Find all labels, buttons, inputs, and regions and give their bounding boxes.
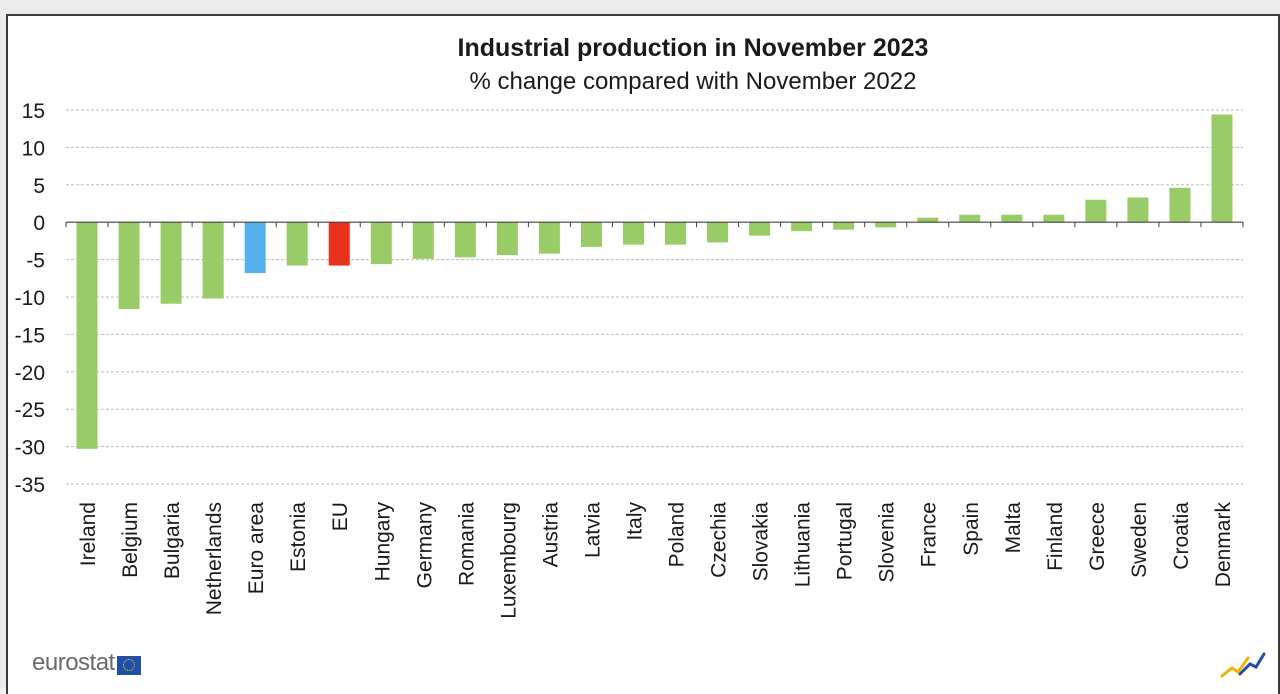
x-category-label: Romania bbox=[455, 502, 478, 586]
bar-latvia bbox=[580, 222, 602, 247]
bar-croatia bbox=[1169, 187, 1191, 223]
eurostat-wordmark: eurostat bbox=[32, 649, 115, 676]
eu-flag-icon bbox=[116, 655, 141, 675]
bar-greece bbox=[1085, 199, 1107, 223]
bar-portugal bbox=[833, 222, 855, 230]
x-category-label: Greece bbox=[1086, 502, 1109, 571]
zero-axis bbox=[65, 221, 1244, 228]
bar-slovakia bbox=[749, 222, 771, 236]
y-tick-label: 15 bbox=[22, 100, 45, 123]
x-category-label: Poland bbox=[666, 502, 689, 567]
x-category-label: Czechia bbox=[708, 502, 731, 578]
chart-card bbox=[6, 14, 1280, 694]
bar-slovenia bbox=[875, 222, 897, 228]
bar-germany bbox=[412, 222, 434, 259]
x-category-label: Denmark bbox=[1212, 502, 1235, 588]
bar-spain bbox=[959, 214, 981, 223]
bar-belgium bbox=[118, 222, 140, 309]
x-category-label: Belgium bbox=[119, 502, 142, 578]
bar-hungary bbox=[370, 222, 392, 265]
x-category-label: Euro area bbox=[245, 502, 268, 595]
x-category-label: Slovenia bbox=[876, 502, 899, 583]
chart-title: Industrial production in November 2023 bbox=[457, 34, 929, 62]
x-category-label: Netherlands bbox=[203, 502, 226, 615]
y-tick-label: -10 bbox=[15, 287, 45, 310]
y-axis-tick-labels: 15 10 5 0 -5 -10 -15 -20 -25 -30 -35 bbox=[15, 100, 45, 497]
bar-sweden bbox=[1127, 197, 1149, 223]
x-category-label: Bulgaria bbox=[161, 502, 184, 579]
y-tick-label: -25 bbox=[15, 399, 45, 422]
bar-ireland bbox=[76, 222, 98, 449]
bar-luxembourg bbox=[496, 222, 518, 256]
bar-lithuania bbox=[791, 222, 813, 232]
x-category-label: Ireland bbox=[77, 502, 100, 566]
eurostat-logo: eurostat bbox=[32, 648, 141, 678]
chart-subtitle: % change compared with November 2022 bbox=[469, 68, 917, 95]
x-category-label: EU bbox=[329, 502, 352, 531]
x-category-label: Malta bbox=[1002, 502, 1025, 554]
bar-estonia bbox=[286, 222, 308, 266]
bar-denmark bbox=[1211, 114, 1233, 223]
y-tick-label: 10 bbox=[22, 137, 45, 160]
x-category-label: Lithuania bbox=[792, 502, 815, 588]
x-axis-category-labels: Ireland Belgium Bulgaria Netherlands Euro ar… bbox=[77, 502, 1235, 619]
sparkline-icon bbox=[1220, 652, 1266, 678]
bar-netherlands bbox=[202, 222, 224, 299]
x-category-label: Italy bbox=[623, 502, 646, 541]
y-tick-label: -5 bbox=[26, 250, 45, 273]
x-category-label: Spain bbox=[960, 502, 983, 556]
x-category-label: Luxembourg bbox=[497, 502, 520, 619]
y-tick-label: -15 bbox=[15, 324, 45, 347]
x-category-label: Hungary bbox=[371, 502, 394, 582]
bar-austria bbox=[538, 222, 560, 254]
x-category-label: Germany bbox=[413, 502, 436, 589]
bar-czechia bbox=[707, 222, 729, 243]
bar-romania bbox=[454, 222, 476, 258]
y-tick-label: -20 bbox=[15, 362, 45, 385]
bar-euro-area bbox=[244, 222, 266, 274]
y-tick-label: -35 bbox=[15, 474, 45, 497]
bar-malta bbox=[1001, 214, 1023, 223]
bar-eu bbox=[328, 222, 350, 266]
x-category-label: Slovakia bbox=[750, 502, 773, 582]
x-category-label: Austria bbox=[539, 502, 562, 568]
x-category-label: Portugal bbox=[834, 502, 857, 580]
x-category-label: Sweden bbox=[1128, 502, 1151, 578]
y-tick-label: 5 bbox=[33, 175, 45, 198]
bar-france bbox=[917, 217, 939, 223]
x-category-label: Latvia bbox=[581, 502, 604, 558]
gridlines bbox=[66, 109, 1243, 485]
x-category-label: Estonia bbox=[287, 502, 310, 572]
bar-italy bbox=[622, 222, 644, 245]
x-category-label: Croatia bbox=[1170, 502, 1193, 570]
bar-bulgaria bbox=[160, 222, 182, 304]
x-category-label: Finland bbox=[1044, 502, 1067, 571]
bar-finland bbox=[1043, 214, 1065, 223]
bars bbox=[76, 114, 1233, 449]
x-category-label: France bbox=[918, 502, 941, 567]
bar-poland bbox=[665, 222, 687, 245]
y-tick-label: 0 bbox=[33, 212, 45, 235]
y-tick-label: -30 bbox=[15, 437, 45, 460]
